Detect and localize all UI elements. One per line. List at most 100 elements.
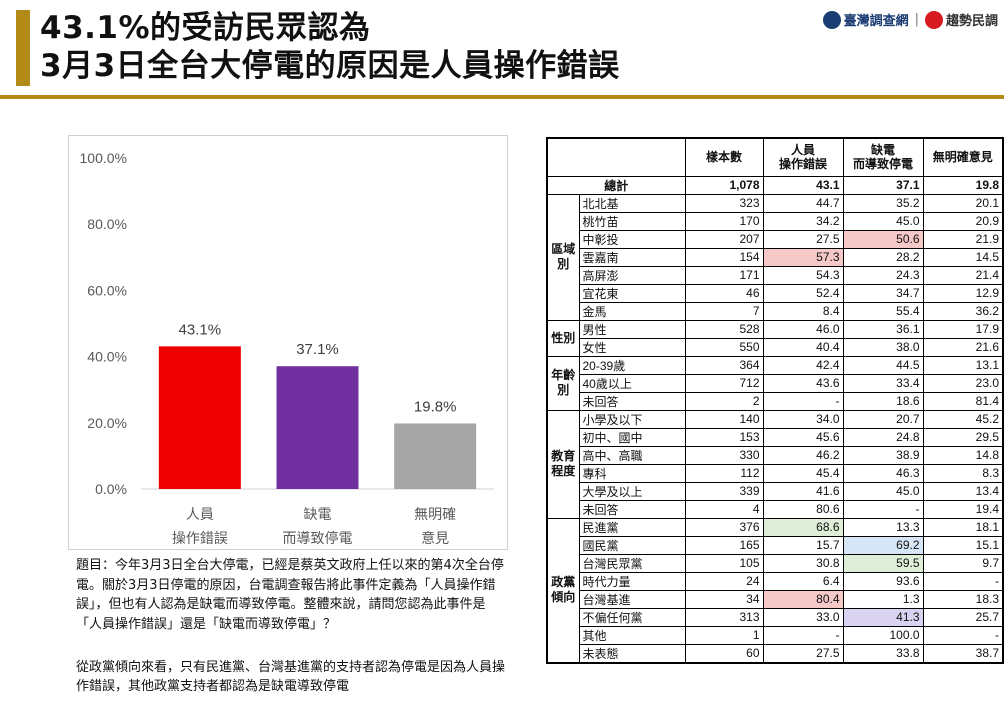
header-power-shortage-line1: 缺電 [870, 143, 895, 158]
cell-no-opinion: 13.1 [922, 355, 1004, 375]
cell-operator-error: 41.6 [762, 481, 844, 501]
cell-sample-size: 2 [684, 391, 764, 411]
y-tick-label: 100.0% [80, 150, 127, 166]
table-row: 未表態 60 27.5 33.8 38.7 [547, 643, 1004, 663]
crosstab-table-wrap: 樣本數 人員 操作錯誤 缺電 而導致停電 無明確意見 總計 1,078 43.1… [546, 137, 1004, 664]
table-row: 金馬 7 8.4 55.4 36.2 [547, 301, 1004, 321]
cell-operator-error: 80.4 [762, 589, 844, 609]
cell-sample-size: 339 [684, 481, 764, 501]
x-category-label: 而導致停電 [283, 530, 353, 547]
cell-power-shortage: 36.1 [842, 319, 924, 339]
analysis-note: 從政黨傾向來看，只有民進黨、台灣基進黨的支持者認為停電是因為人員操作錯誤，其他政… [76, 660, 506, 694]
cell-sample-size: 313 [684, 607, 764, 627]
header-operator-error-line2: 操作錯誤 [778, 157, 827, 172]
group-label: 教育 程度 [546, 409, 580, 519]
row-label: 高中、高職 [578, 445, 686, 465]
cell-power-shortage: 24.8 [842, 427, 924, 447]
cell-power-shortage: 59.5 [842, 553, 924, 573]
row-label: 20-39歲 [578, 355, 686, 375]
cell-sample-size: 364 [684, 355, 764, 375]
group-label: 年齡別 [546, 355, 580, 411]
bar-value-label: 19.8% [414, 398, 457, 415]
group-label-line: 年齡 [551, 368, 576, 382]
table-row: 宜花東 46 52.4 34.7 12.9 [547, 283, 1004, 303]
table-row: 未回答 4 80.6-19.4 [547, 499, 1004, 519]
row-label: 未表態 [578, 643, 686, 663]
cell-power-shortage: - [842, 499, 924, 519]
total-label: 總計 [546, 175, 686, 195]
title-line-1: 43.1%的受訪民眾認為 [40, 10, 371, 46]
cell-sample-size: 528 [684, 319, 764, 339]
row-label: 台灣基進 [578, 589, 686, 609]
bar [394, 423, 477, 489]
table-row: 其他 1-100.0- [547, 625, 1004, 645]
row-label: 北北基 [578, 193, 686, 213]
header-sample-size: 樣本數 [684, 137, 764, 177]
title-line-2: 3月3日全台大停電的原因是人員操作錯誤 [40, 48, 620, 84]
cell-sample-size: 105 [684, 553, 764, 573]
x-category-label: 意見 [421, 530, 449, 547]
cell-operator-error: 43.6 [762, 373, 844, 393]
total-operator-error: 43.1 [762, 175, 844, 195]
row-label: 國民黨 [578, 535, 686, 555]
cell-power-shortage: 45.0 [842, 481, 924, 501]
taiwan-poll-logo: 臺灣調查網 [822, 10, 909, 29]
cell-operator-error: 34.0 [762, 409, 844, 429]
cell-operator-error: 40.4 [762, 337, 844, 357]
table-header-row: 樣本數 人員 操作錯誤 缺電 而導致停電 無明確意見 [546, 137, 1004, 177]
x-category-label: 人員 [186, 507, 214, 523]
table-row: 大學及以上 339 41.6 45.0 13.4 [547, 481, 1004, 501]
bar-value-label: 43.1% [179, 321, 222, 338]
cell-power-shortage: 93.6 [842, 571, 924, 591]
cell-power-shortage: 50.6 [842, 229, 924, 249]
y-tick-label: 0.0% [95, 481, 127, 497]
cell-no-opinion: 14.5 [922, 247, 1004, 267]
cell-power-shortage: 55.4 [842, 301, 924, 321]
cell-operator-error: 34.2 [762, 211, 844, 231]
cell-no-opinion: 13.4 [922, 481, 1004, 501]
cell-sample-size: 140 [684, 409, 764, 429]
row-label: 40歲以上 [578, 373, 686, 393]
row-label: 男性 [578, 319, 686, 339]
header-operator-error: 人員 操作錯誤 [762, 137, 844, 177]
cell-operator-error: 52.4 [762, 283, 844, 303]
cell-sample-size: 7 [684, 301, 764, 321]
group-label: 性別 [546, 319, 580, 357]
row-label: 專科 [578, 463, 686, 483]
cell-no-opinion: 81.4 [922, 391, 1004, 411]
row-label: 高屏澎 [578, 265, 686, 285]
group-label-line: 別 [557, 257, 570, 271]
table-row: 女性 550 40.4 38.0 21.6 [547, 337, 1004, 357]
row-label: 民進黨 [578, 517, 686, 537]
cell-power-shortage: 69.2 [842, 535, 924, 555]
logo-group: 臺灣調查網 | 趨勢民調 [822, 10, 998, 29]
cell-sample-size: 24 [684, 571, 764, 591]
cell-no-opinion: - [922, 571, 1004, 591]
header-operator-error-line1: 人員 [790, 143, 815, 158]
cell-no-opinion: 38.7 [922, 643, 1004, 663]
table-row: 不偏任何黨 313 33.0 41.3 25.7 [547, 607, 1004, 627]
row-label: 未回答 [578, 391, 686, 411]
y-tick-label: 20.0% [87, 415, 127, 431]
cell-no-opinion: 20.1 [922, 193, 1004, 213]
cell-operator-error: 45.6 [762, 427, 844, 447]
cell-operator-error: 15.7 [762, 535, 844, 555]
cell-no-opinion: 15.1 [922, 535, 1004, 555]
cell-power-shortage: 1.3 [842, 589, 924, 609]
cell-operator-error: 80.6 [762, 499, 844, 519]
row-label: 時代力量 [578, 571, 686, 591]
bar-chart: 0.0% 20.0% 40.0% 60.0% 80.0% 100.0% 43.1% 人員 操作錯… [68, 135, 508, 550]
cell-no-opinion: 20.9 [922, 211, 1004, 231]
cell-operator-error: 27.5 [762, 229, 844, 249]
row-label: 台灣民眾黨 [578, 553, 686, 573]
header-no-opinion: 無明確意見 [922, 137, 1004, 177]
crosstab-table: 樣本數 人員 操作錯誤 缺電 而導致停電 無明確意見 總計 1,078 43.1… [546, 137, 1004, 664]
table-row: 區域別北北基 323 44.7 35.2 20.1 [546, 193, 1004, 321]
group-label-line: 政黨 [551, 575, 576, 589]
check-mark-icon [822, 10, 841, 29]
cell-operator-error: 54.3 [762, 265, 844, 285]
table-row: 國民黨 165 15.7 69.2 15.1 [547, 535, 1004, 555]
cell-sample-size: 60 [684, 643, 764, 663]
header-power-shortage: 缺電 而導致停電 [842, 137, 924, 177]
cell-no-opinion: 29.5 [922, 427, 1004, 447]
